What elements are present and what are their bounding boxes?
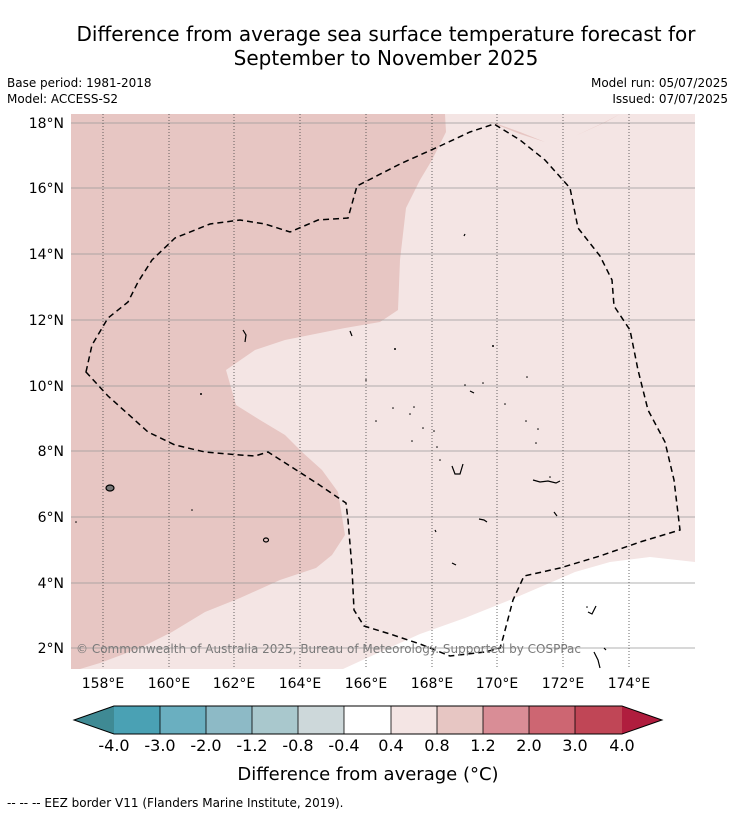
colorbar-tick: -0.8 bbox=[282, 736, 313, 755]
colorbar-segment bbox=[206, 706, 252, 734]
colorbar-tick: 1.2 bbox=[470, 736, 495, 755]
lon-label-168: 168°E bbox=[411, 676, 454, 692]
lon-label-170: 170°E bbox=[476, 676, 519, 692]
lon-label-174: 174°E bbox=[608, 676, 651, 692]
colorbar-segment bbox=[160, 706, 206, 734]
lon-label-164: 164°E bbox=[279, 676, 322, 692]
lat-label-10: 10°N bbox=[29, 379, 64, 395]
colorbar-dividers bbox=[159, 706, 576, 734]
colorbar-tick: 4.0 bbox=[609, 736, 634, 755]
lon-label-162: 162°E bbox=[213, 676, 256, 692]
colorbar-low-arrow bbox=[74, 706, 114, 734]
lat-label-8: 8°N bbox=[38, 444, 64, 460]
colorbar-high-arrow bbox=[622, 706, 662, 734]
lat-axis-labels: 18°N 16°N 14°N 12°N 10°N 8°N 6°N 4°N 2°N bbox=[29, 116, 64, 657]
lat-label-18: 18°N bbox=[29, 116, 64, 132]
lon-axis-labels: 158°E 160°E 162°E 164°E 166°E 168°E 170°… bbox=[82, 676, 651, 692]
eez-legend-note: -- -- -- EEZ border V11 (Flanders Marine… bbox=[7, 796, 344, 810]
colorbar-tick: 2.0 bbox=[516, 736, 541, 755]
colorbar-segment bbox=[529, 706, 575, 734]
issued-date: Issued: 07/07/2025 bbox=[612, 92, 728, 106]
colorbar-tick: -0.4 bbox=[328, 736, 359, 755]
colorbar-segment bbox=[344, 706, 391, 734]
colorbar-tick: 0.8 bbox=[424, 736, 449, 755]
colorbar-segment bbox=[298, 706, 344, 734]
lon-label-158: 158°E bbox=[82, 676, 125, 692]
island-dots bbox=[75, 345, 588, 608]
anomaly-band-neutral bbox=[343, 557, 695, 669]
map-area: © Commonwealth of Australia 2025, Bureau… bbox=[71, 114, 695, 669]
anomaly-band-medium bbox=[71, 114, 695, 669]
colorbar-segment bbox=[252, 706, 298, 734]
meta-left: Base period: 1981-2018 Model: ACCESS-S2 bbox=[7, 75, 152, 107]
model-run: Model run: 05/07/2025 bbox=[590, 76, 728, 90]
copyright-notice: © Commonwealth of Australia 2025, Bureau… bbox=[76, 642, 581, 656]
colorbar-outline bbox=[72, 705, 664, 735]
colorbar: -4.0 -3.0 -2.0 -1.2 -0.8 -0.4 0.4 0.8 1.… bbox=[72, 705, 664, 785]
lat-label-14: 14°N bbox=[29, 247, 64, 263]
colorbar-segment bbox=[483, 706, 529, 734]
colorbar-tick: 0.4 bbox=[378, 736, 403, 755]
lon-label-160: 160°E bbox=[148, 676, 191, 692]
lat-label-2: 2°N bbox=[38, 641, 64, 657]
base-period: Base period: 1981-2018 bbox=[7, 76, 152, 90]
colorbar-tick: -2.0 bbox=[190, 736, 221, 755]
lat-label-12: 12°N bbox=[29, 313, 64, 329]
lon-label-166: 166°E bbox=[345, 676, 388, 692]
title-line-1: Difference from average sea surface temp… bbox=[76, 22, 696, 46]
colorbar-tick-labels: -4.0 -3.0 -2.0 -1.2 -0.8 -0.4 0.4 0.8 1.… bbox=[98, 736, 634, 755]
eez-border bbox=[85, 123, 681, 657]
colorbar-segment bbox=[391, 706, 437, 734]
lon-label-172: 172°E bbox=[542, 676, 585, 692]
colorbar-tick: -1.2 bbox=[236, 736, 267, 755]
model-name: Model: ACCESS-S2 bbox=[7, 92, 119, 106]
lat-label-4: 4°N bbox=[38, 576, 64, 592]
colorbar-segment bbox=[437, 706, 483, 734]
lat-gridlines bbox=[71, 122, 695, 649]
colorbar-tick: 3.0 bbox=[562, 736, 587, 755]
colorbar-tick: -4.0 bbox=[98, 736, 129, 755]
lat-label-6: 6°N bbox=[38, 510, 64, 526]
map-title: Difference from average sea surface temp… bbox=[0, 22, 736, 70]
colorbar-tick: -3.0 bbox=[144, 736, 175, 755]
lat-label-16: 16°N bbox=[29, 181, 64, 197]
colorbar-segment bbox=[575, 706, 622, 734]
lon-gridlines bbox=[102, 114, 630, 669]
island-outlines bbox=[105, 233, 607, 669]
title-line-2: September to November 2025 bbox=[233, 46, 539, 70]
colorbar-segment bbox=[114, 706, 160, 734]
colorbar-label: Difference from average (°C) bbox=[237, 764, 498, 785]
meta-right: Model run: 05/07/2025 Issued: 07/07/2025 bbox=[591, 75, 728, 107]
